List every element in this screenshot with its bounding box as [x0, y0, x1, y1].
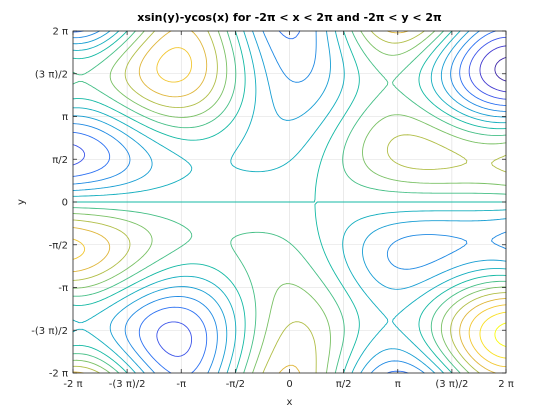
y-tick-label: π: [62, 112, 68, 123]
y-tick-label: -2 π: [49, 369, 68, 380]
chart-title: xsin(y)-ycos(x) for -2π < x < 2π and -2π…: [137, 11, 442, 24]
contour-line-level: [72, 30, 507, 374]
contour-line-level: [72, 30, 507, 374]
x-tick-label: -2 π: [63, 379, 82, 390]
x-tick-label: 2 π: [498, 379, 514, 390]
contour-line-level: [479, 45, 507, 93]
x-tick-label: -π/2: [226, 379, 245, 390]
contour-line-level: [72, 47, 507, 368]
x-tick-label: -π: [176, 379, 186, 390]
x-axis-label: x: [287, 397, 293, 408]
x-tick-label: π/2: [336, 379, 352, 390]
contour-line-level: [72, 30, 507, 374]
y-tick-label: 0: [62, 198, 68, 209]
y-tick-label: π/2: [52, 155, 68, 166]
contour-line-level: [72, 30, 507, 374]
contour-layer: [72, 30, 507, 374]
contour-line-level: [72, 36, 507, 357]
contour-line-level: [494, 322, 507, 347]
x-tick-label: π: [395, 379, 401, 390]
y-tick-label: -π/2: [49, 240, 68, 251]
contour-line-level: [72, 30, 507, 374]
x-tick-label: (3 π)/2: [435, 379, 468, 390]
contour-line-level: [72, 30, 507, 374]
y-tick-label: -(3 π)/2: [31, 326, 68, 337]
contour-line-level: [479, 311, 507, 359]
contour-line-level: [72, 30, 507, 374]
x-tick-label: -(3 π)/2: [109, 379, 146, 390]
y-tick-label: -π: [58, 283, 68, 294]
tick-layer: -2 π -(3 π)/2 -π -π/2 0 π/2 π (3 π)/2 2 π -2 π -(3…: [31, 27, 514, 391]
y-axis-label: y: [16, 199, 27, 205]
x-tick-label: 0: [286, 379, 292, 390]
contour-line-level: [72, 30, 507, 374]
contour-line-level: [494, 57, 507, 82]
y-tick-label: 2 π: [52, 27, 68, 38]
y-tick-label: (3 π)/2: [35, 69, 68, 80]
contour-line-level: [72, 30, 507, 374]
